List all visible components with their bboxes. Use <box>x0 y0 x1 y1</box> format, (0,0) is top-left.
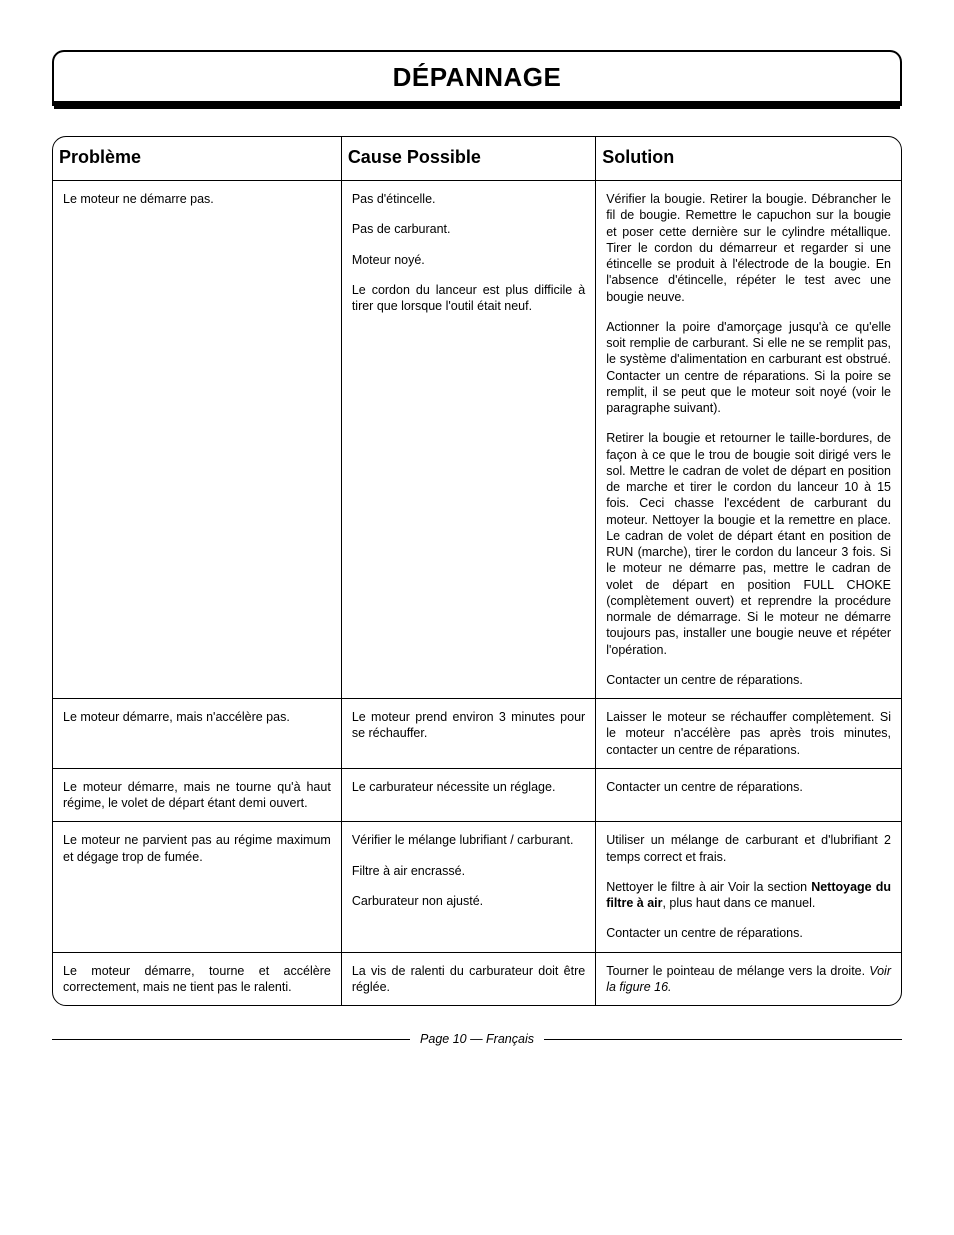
page-title: DÉPANNAGE <box>54 62 900 93</box>
cause-item: Le cordon du lanceur est plus difficile … <box>352 282 585 315</box>
solution-item: Actionner la poire d'amorçage jusqu'à ce… <box>606 319 891 417</box>
cause-item: Carburateur non ajusté. <box>352 893 585 909</box>
solution-item: Retirer la bougie et retourner le taille… <box>606 430 891 658</box>
problem-cell: Le moteur démarre, tourne et accélère co… <box>53 952 341 1005</box>
solution-cell: Contacter un centre de réparations. <box>596 768 901 822</box>
table-row: Le moteur ne démarre pas.Pas d'étincelle… <box>53 181 901 699</box>
problem-cell: Le moteur démarre, mais ne tourne qu'à h… <box>53 768 341 822</box>
table-body: Le moteur ne démarre pas.Pas d'étincelle… <box>53 181 901 1006</box>
solution-item: Laisser le moteur se réchauffer complète… <box>606 709 891 758</box>
cause-item: Pas d'étincelle. <box>352 191 585 207</box>
cause-cell: La vis de ralenti du carburateur doit êt… <box>341 952 595 1005</box>
table-row: Le moteur ne parvient pas au régime maxi… <box>53 822 901 952</box>
cause-cell: Le moteur prend environ 3 minutes pour s… <box>341 699 595 769</box>
table-row: Le moteur démarre, tourne et accélère co… <box>53 952 901 1005</box>
troubleshooting-table: Problème Cause Possible Solution Le mote… <box>53 137 901 1005</box>
header-problem: Problème <box>53 137 341 181</box>
cause-item: Le carburateur nécessite un réglage. <box>352 779 585 795</box>
cause-item: Filtre à air encrassé. <box>352 863 585 879</box>
header-solution: Solution <box>596 137 901 181</box>
solution-cell: Tourner le pointeau de mélange vers la d… <box>596 952 901 1005</box>
troubleshooting-table-wrap: Problème Cause Possible Solution Le mote… <box>52 136 902 1006</box>
solution-cell: Utiliser un mélange de carburant et d'lu… <box>596 822 901 952</box>
solution-item: Utiliser un mélange de carburant et d'lu… <box>606 832 891 865</box>
solution-cell: Vérifier la bougie. Retirer la bougie. D… <box>596 181 901 699</box>
page-footer: Page 10 — Français <box>52 1032 902 1046</box>
solution-item: Vérifier la bougie. Retirer la bougie. D… <box>606 191 891 305</box>
solution-item: Contacter un centre de réparations. <box>606 925 891 941</box>
footer-text: Page 10 — Français <box>420 1032 534 1046</box>
cause-item: Vérifier le mélange lubrifiant / carbura… <box>352 832 585 848</box>
solution-cell: Laisser le moteur se réchauffer complète… <box>596 699 901 769</box>
problem-cell: Le moteur ne parvient pas au régime maxi… <box>53 822 341 952</box>
problem-cell: Le moteur ne démarre pas. <box>53 181 341 699</box>
table-row: Le moteur démarre, mais n'accélère pas. L… <box>53 699 901 769</box>
solution-item: Contacter un centre de réparations. <box>606 672 891 688</box>
header-cause: Cause Possible <box>341 137 595 181</box>
table-header-row: Problème Cause Possible Solution <box>53 137 901 181</box>
cause-cell: Vérifier le mélange lubrifiant / carbura… <box>341 822 595 952</box>
solution-item: Contacter un centre de réparations. <box>606 779 891 795</box>
cause-item: Le moteur prend environ 3 minutes pour s… <box>352 709 585 742</box>
page-title-box: DÉPANNAGE <box>52 50 902 106</box>
cause-item: Moteur noyé. <box>352 252 585 268</box>
cause-item: La vis de ralenti du carburateur doit êt… <box>352 963 585 996</box>
cause-cell: Le carburateur nécessite un réglage. <box>341 768 595 822</box>
solution-item: Tourner le pointeau de mélange vers la d… <box>606 963 891 996</box>
table-row: Le moteur démarre, mais ne tourne qu'à h… <box>53 768 901 822</box>
problem-cell: Le moteur démarre, mais n'accélère pas. <box>53 699 341 769</box>
cause-item: Pas de carburant. <box>352 221 585 237</box>
cause-cell: Pas d'étincelle. Pas de carburant. Moteur … <box>341 181 595 699</box>
solution-item: Nettoyer le filtre à air Voir la section… <box>606 879 891 912</box>
